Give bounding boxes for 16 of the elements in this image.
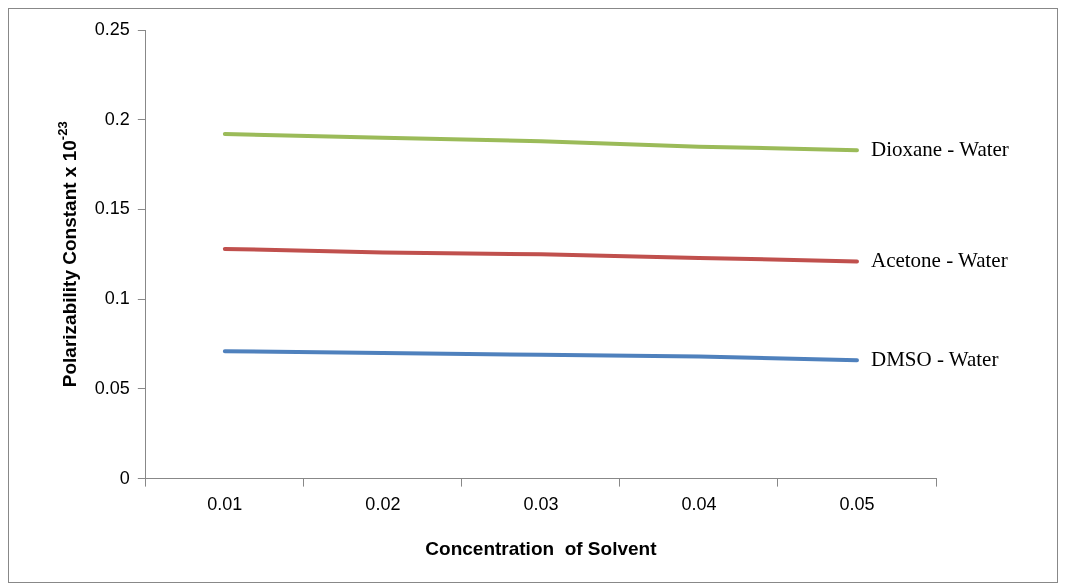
y-tick-label: 0.2 bbox=[104, 108, 130, 129]
x-tick-label: 0.03 bbox=[523, 494, 559, 515]
y-axis-title: Polarizability Constant x 10-23 bbox=[55, 121, 80, 388]
x-tick-label: 0.05 bbox=[839, 494, 875, 515]
x-tick-label: 0.04 bbox=[681, 494, 717, 515]
x-tick-label: 0.01 bbox=[207, 494, 243, 515]
series-label: DMSO - Water bbox=[870, 346, 999, 371]
y-tick-label: 0.05 bbox=[94, 377, 130, 398]
y-tick-label: 0.25 bbox=[94, 18, 130, 39]
y-tick-label: 0.1 bbox=[104, 288, 130, 309]
series-label: Acetone - Water bbox=[870, 247, 1008, 272]
series-label: Dioxane - Water bbox=[870, 136, 1009, 161]
y-tick-label: 0 bbox=[119, 467, 130, 488]
y-tick-label: 0.15 bbox=[94, 198, 130, 219]
x-axis-title: Concentration of Solvent bbox=[425, 537, 658, 559]
x-tick-label: 0.02 bbox=[365, 494, 401, 515]
